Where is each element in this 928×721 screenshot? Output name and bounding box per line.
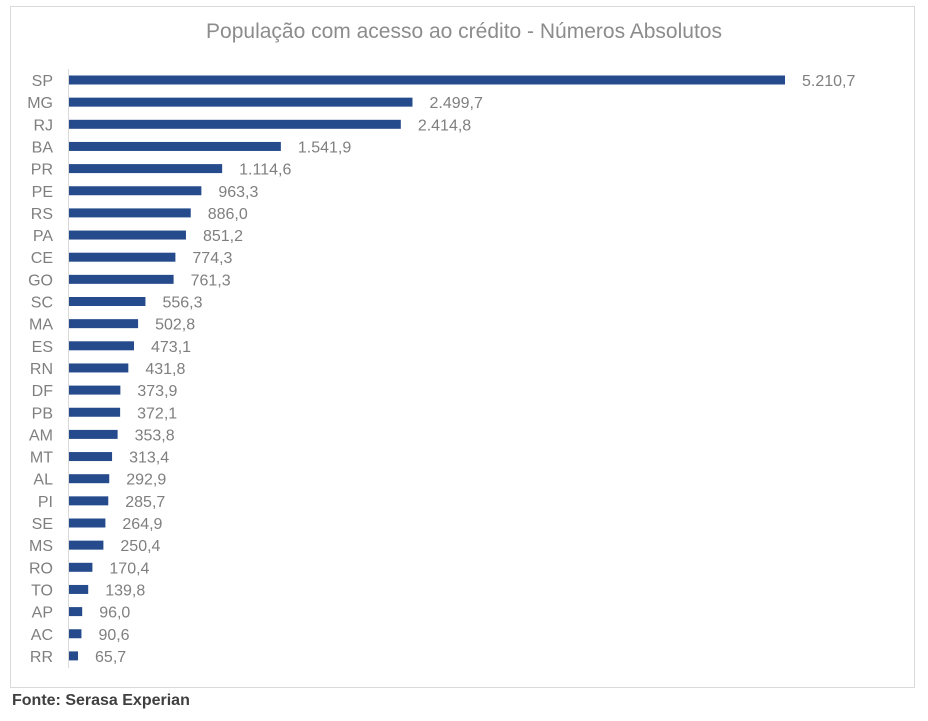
bar-ap bbox=[69, 607, 83, 617]
data-label: 851,2 bbox=[203, 228, 243, 245]
data-label: 285,7 bbox=[125, 494, 165, 511]
bar-mt bbox=[69, 452, 113, 462]
bar-ms bbox=[69, 540, 104, 550]
category-label: SE bbox=[32, 516, 53, 533]
bar-al bbox=[69, 474, 110, 484]
bar-es bbox=[69, 341, 135, 351]
bar-pi bbox=[69, 496, 109, 506]
category-label: RS bbox=[31, 206, 53, 223]
category-label: PI bbox=[38, 494, 53, 511]
data-label: 292,9 bbox=[126, 472, 166, 489]
category-label: RR bbox=[30, 649, 53, 666]
bar-rn bbox=[69, 363, 129, 373]
data-label: 963,3 bbox=[218, 184, 258, 201]
bar-to bbox=[69, 584, 89, 594]
category-label: ES bbox=[32, 339, 53, 356]
chart-frame bbox=[10, 6, 915, 688]
category-label: RN bbox=[30, 361, 53, 378]
category-label: RJ bbox=[33, 117, 53, 134]
category-label: CE bbox=[31, 250, 53, 267]
chart-title: População com acesso ao crédito - Número… bbox=[206, 20, 722, 43]
data-label: 170,4 bbox=[109, 560, 149, 577]
data-label: 502,8 bbox=[155, 317, 195, 334]
bar-rs bbox=[69, 208, 191, 218]
bar-df bbox=[69, 385, 121, 395]
bar-ro bbox=[69, 562, 93, 572]
bar-ce bbox=[69, 252, 176, 262]
bar-rr bbox=[69, 651, 79, 661]
bars-layer: SP 5.210,7 MG 2.499,7 RJ 2.414,8 BA 1.541,9 PR 1.… bbox=[27, 73, 855, 666]
data-label: 556,3 bbox=[162, 295, 202, 312]
bar-ma bbox=[69, 319, 139, 329]
data-label: 2.499,7 bbox=[429, 95, 482, 112]
data-label: 2.414,8 bbox=[418, 117, 471, 134]
bar-sp bbox=[69, 75, 785, 85]
category-label: AL bbox=[33, 472, 53, 489]
bar-sc bbox=[69, 297, 146, 306]
category-label: BA bbox=[32, 139, 54, 156]
data-label: 1.114,6 bbox=[239, 162, 291, 179]
source-note: Fonte: Serasa Experian bbox=[12, 692, 190, 709]
category-label: GO bbox=[28, 272, 53, 289]
bar-se bbox=[69, 518, 106, 528]
category-label: MA bbox=[29, 317, 53, 334]
category-label: MS bbox=[29, 538, 53, 555]
data-label: 313,4 bbox=[129, 450, 169, 467]
data-label: 90,6 bbox=[98, 627, 129, 644]
bar-rj bbox=[69, 119, 401, 129]
bar-pe bbox=[69, 186, 202, 196]
data-label: 372,1 bbox=[137, 405, 177, 422]
data-label: 774,3 bbox=[192, 250, 232, 267]
data-label: 1.541,9 bbox=[298, 139, 351, 156]
bar-ba bbox=[69, 141, 281, 151]
data-label: 353,8 bbox=[135, 427, 175, 444]
data-label: 250,4 bbox=[120, 538, 160, 555]
bar-am bbox=[69, 429, 118, 439]
category-label: SP bbox=[32, 73, 53, 90]
category-label: TO bbox=[31, 582, 53, 599]
category-label: PE bbox=[32, 184, 53, 201]
data-label: 373,9 bbox=[137, 383, 177, 400]
data-label: 5.210,7 bbox=[802, 73, 855, 90]
category-label: RO bbox=[29, 560, 53, 577]
data-label: 65,7 bbox=[95, 649, 126, 666]
category-label: DF bbox=[32, 383, 54, 400]
bar-pa bbox=[69, 230, 186, 240]
data-label: 139,8 bbox=[105, 582, 145, 599]
bar-go bbox=[69, 274, 174, 284]
data-label: 264,9 bbox=[122, 516, 162, 533]
data-label: 886,0 bbox=[208, 206, 248, 223]
bar-pr bbox=[69, 164, 223, 174]
category-label: MG bbox=[27, 95, 53, 112]
bar-ac bbox=[69, 629, 82, 639]
bar-pb bbox=[69, 407, 121, 417]
data-label: 431,8 bbox=[145, 361, 185, 378]
category-label: AP bbox=[32, 605, 53, 622]
category-label: AM bbox=[29, 427, 53, 444]
data-label: 761,3 bbox=[191, 272, 231, 289]
category-label: PA bbox=[33, 228, 53, 245]
data-label: 96,0 bbox=[99, 605, 130, 622]
category-label: PB bbox=[32, 405, 53, 422]
data-label: 473,1 bbox=[151, 339, 191, 356]
category-label: SC bbox=[31, 295, 53, 312]
category-label: AC bbox=[31, 627, 53, 644]
category-label: PR bbox=[31, 162, 53, 179]
bar-mg bbox=[69, 97, 413, 107]
category-label: MT bbox=[30, 450, 53, 467]
